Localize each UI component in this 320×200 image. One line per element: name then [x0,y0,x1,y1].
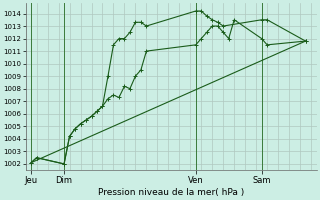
X-axis label: Pression niveau de la mer( hPa ): Pression niveau de la mer( hPa ) [98,188,244,197]
